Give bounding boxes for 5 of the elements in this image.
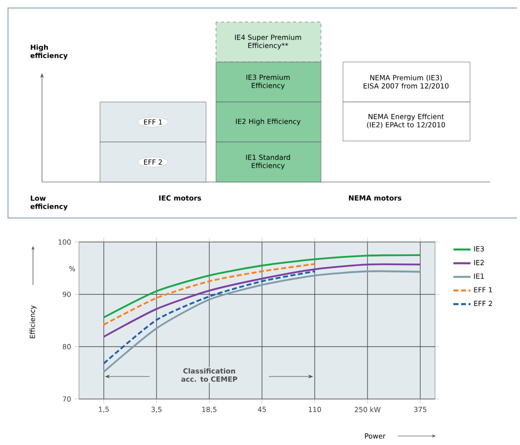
line-series	[102, 263, 316, 326]
line-series	[102, 263, 422, 338]
line-series	[102, 254, 422, 318]
line-series	[102, 270, 422, 373]
line-series	[102, 270, 316, 364]
